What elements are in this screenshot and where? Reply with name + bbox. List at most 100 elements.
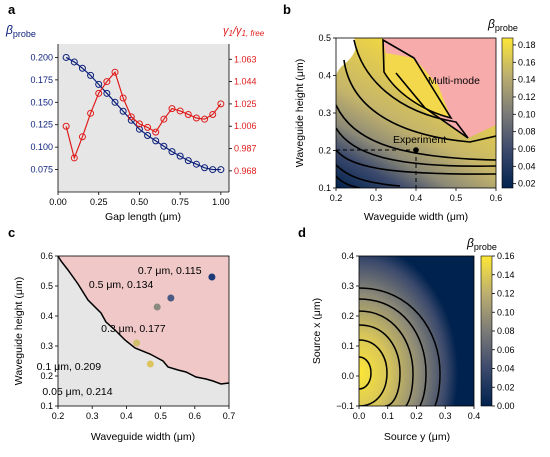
- y-tick-left-label: 0.100: [30, 142, 53, 152]
- x-tick-label: 0.2: [330, 193, 343, 203]
- x-label-a: Gap length (μm): [105, 211, 181, 223]
- data-point-left: [160, 142, 168, 150]
- y-label-right: γ1/γ1, free: [223, 25, 265, 38]
- colorbar-tick-label: 0.06: [518, 144, 536, 154]
- point-label: 0.1 μm, 0.209: [37, 361, 102, 373]
- data-point-left: [95, 80, 103, 88]
- x-tick-label: 0.2: [410, 411, 423, 421]
- data-point-right: [70, 154, 78, 162]
- colorbar-d: [480, 255, 493, 407]
- data-point-right: [176, 107, 184, 115]
- colorbar-tick-label: 0.10: [518, 109, 536, 119]
- x-tick-label: 0.75: [171, 197, 189, 207]
- data-point-right: [111, 68, 119, 76]
- y-tick-label: 0.0: [341, 371, 354, 381]
- scatter-point: [146, 360, 154, 368]
- boundary-line-c: [57, 255, 230, 385]
- y-label-left: βprobe: [5, 23, 36, 39]
- colorbar-ticks-b: 0.02 0.04 0.06 0.08 0.10 0.12 0.14 0.16 0.18: [513, 40, 536, 189]
- no-data-region: [336, 38, 356, 78]
- scatter-point: [153, 303, 161, 311]
- data-point-left: [217, 166, 225, 174]
- y-label-b: Waveguide height (μm): [294, 59, 306, 167]
- panel-label-c: c: [8, 225, 15, 240]
- data-point-left: [70, 58, 78, 66]
- colorbar-tick-label: 0.10: [497, 307, 515, 317]
- y-tick-label: 0.6: [40, 251, 53, 261]
- x-tick-label: 0.6: [189, 411, 202, 421]
- data-point-right: [152, 128, 160, 136]
- left-y-ticks: 0.075 0.100 0.125 0.150 0.175 0.200: [30, 52, 58, 175]
- colorbar-tick-label: 0.16: [518, 57, 536, 67]
- y-tick-label: 0.1: [318, 183, 331, 193]
- colorbar-tick-label: 0.04: [497, 364, 515, 374]
- shaded-region-c: [58, 256, 229, 384]
- colorbar-label-b: βprobe: [487, 17, 518, 33]
- point-label: 0.5 μm, 0.134: [89, 279, 154, 291]
- y-tick-label: 0.1: [341, 341, 354, 351]
- y-tick-left-label: 0.125: [30, 120, 53, 130]
- y-tick-label: 0.4: [318, 71, 331, 81]
- point-label: 0.05 μm, 0.214: [42, 386, 112, 398]
- x-label-c: Waveguide width (μm): [91, 431, 195, 443]
- series-line-left: [65, 56, 221, 171]
- data-point-right: [184, 110, 192, 118]
- data-point-right: [95, 89, 103, 97]
- x-tick-label: 0.00: [49, 197, 67, 207]
- contour-lines-d: [359, 287, 441, 406]
- data-point-right: [103, 78, 111, 86]
- scatter-point: [167, 294, 175, 302]
- contour-lines: [336, 38, 496, 188]
- series-line-right: [65, 70, 222, 160]
- y-tick-right-label: 1.063: [234, 54, 257, 64]
- x-tick-label: 0.7: [223, 411, 236, 421]
- data-point-left: [168, 148, 176, 156]
- y-tick-label: 0.2: [341, 311, 354, 321]
- y-tick-left-label: 0.075: [30, 165, 53, 175]
- data-point-right: [135, 120, 143, 128]
- axis-ticks-c: 0.2 0.3 0.4 0.5 0.6 0.70.10.20.30.40.50.6: [40, 251, 235, 421]
- data-point-right: [127, 113, 135, 121]
- data-point-right: [87, 109, 95, 117]
- colorbar-tick-label: 0.06: [497, 345, 515, 355]
- data-point-left: [135, 125, 143, 133]
- x-tick-label: 0.2: [52, 411, 65, 421]
- data-point-left: [184, 157, 192, 165]
- panel-d: d 0.0 0.1 0.2 0.3 0.4−0.10.00.10.20.30.4 Sou…: [298, 225, 515, 443]
- data-point-left: [87, 71, 95, 79]
- point-label: 0.7 μm, 0.115: [138, 265, 202, 277]
- heatmap-field-d: [359, 256, 474, 406]
- data-point-left: [192, 160, 200, 168]
- x-label-d: Source y (μm): [384, 431, 450, 443]
- colorbar-tick-label: 0.12: [497, 289, 515, 299]
- y-tick-label: 0.2: [40, 371, 53, 381]
- experiment-marker: [413, 147, 419, 153]
- data-point-right: [160, 115, 168, 123]
- y-tick-label: 0.3: [318, 108, 331, 118]
- colorbar-tick-label: 0.02: [497, 382, 515, 392]
- colorbar-b: [501, 37, 514, 189]
- colorbar-tick-label: 0.08: [518, 127, 536, 137]
- data-point-right: [209, 110, 217, 118]
- y-label-c: Waveguide height (μm): [13, 277, 25, 385]
- data-point-right: [78, 133, 86, 141]
- x-tick-label: 0.6: [490, 193, 503, 203]
- plot-frame-c: [57, 255, 230, 407]
- x-tick-label: 0.0: [353, 411, 366, 421]
- y-tick-label: 0.1: [40, 401, 53, 411]
- colorbar-label-d: βprobe: [466, 236, 497, 252]
- high-beta-region: [384, 53, 451, 118]
- colorbar-tick-label: 0.04: [518, 161, 536, 171]
- data-point-right: [119, 94, 127, 102]
- data-point-left: [119, 107, 127, 115]
- colorbar-tick-label: 0.14: [497, 270, 515, 280]
- panel-b: b 0.2 0.3 0.4 0.5 0.60.10.20.30.40.5 Experi: [283, 2, 536, 223]
- x-tick-label: 0.3: [439, 411, 452, 421]
- data-point-right: [217, 100, 225, 108]
- panel-label-d: d: [298, 225, 306, 240]
- x-tick-label: 0.1: [381, 411, 394, 421]
- axis-ticks-d: 0.0 0.1 0.2 0.3 0.4−0.10.00.10.20.30.4: [336, 251, 480, 421]
- y-tick-left-label: 0.200: [30, 52, 53, 62]
- y-tick-right-label: 1.006: [234, 121, 257, 131]
